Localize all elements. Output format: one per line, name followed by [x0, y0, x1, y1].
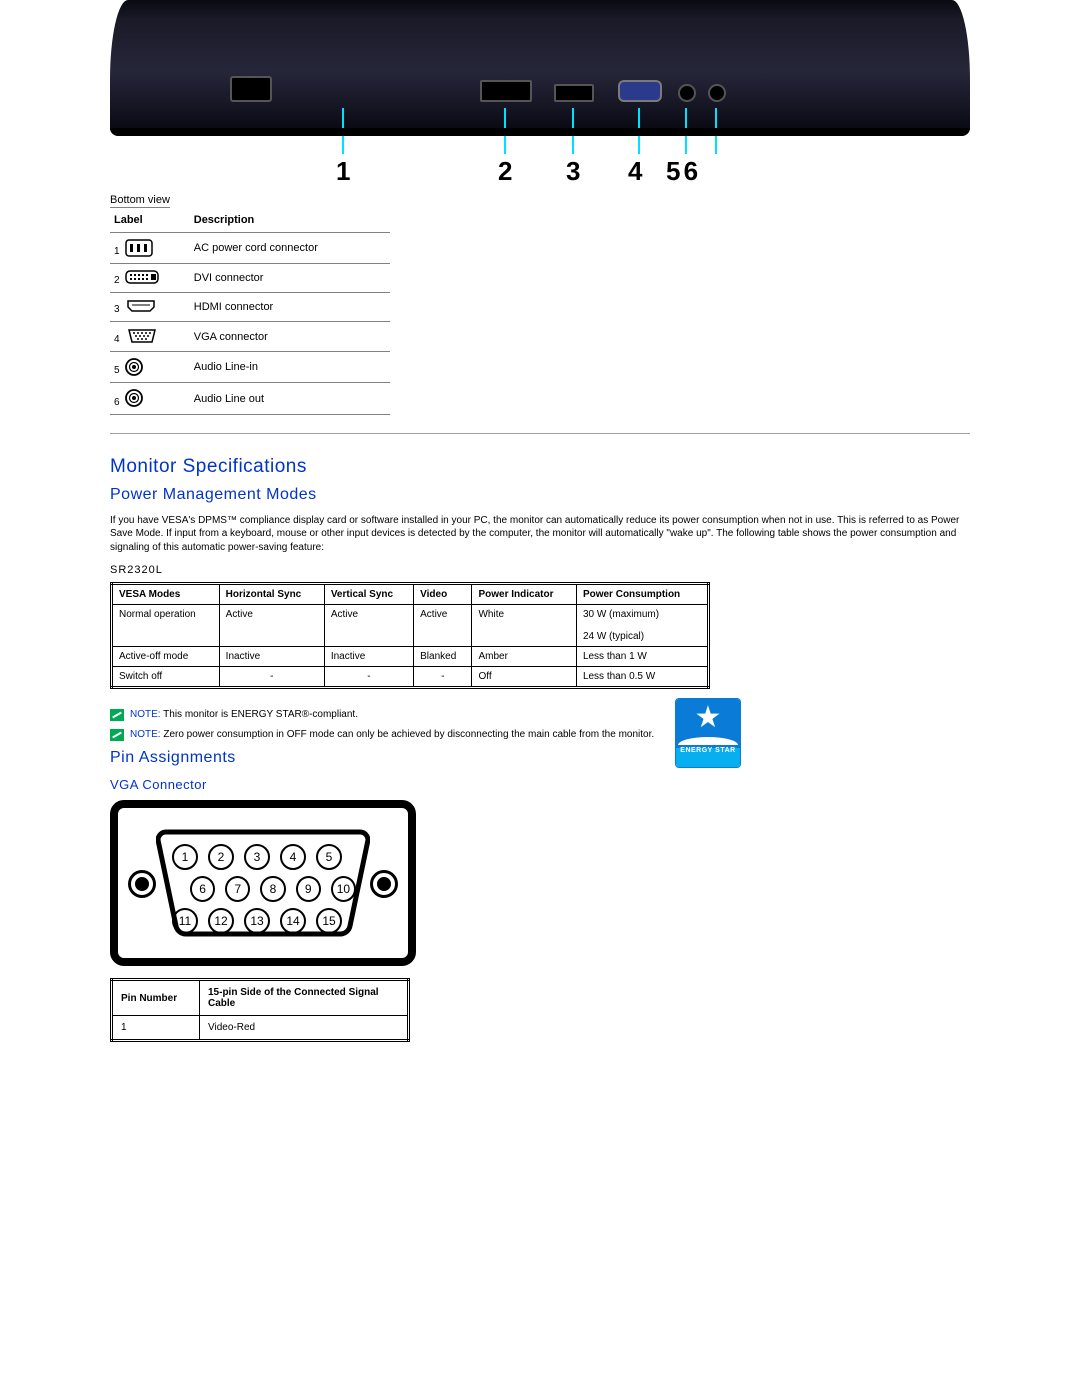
- col-desc: Description: [190, 208, 390, 233]
- energy-star-badge: ★ ENERGY STAR: [676, 699, 740, 767]
- power-body-text: If you have VESA's DPMS™ compliance disp…: [110, 514, 970, 555]
- label-3: 3: [566, 156, 580, 187]
- note-icon: [110, 709, 124, 721]
- hdmi-icon: [125, 299, 157, 313]
- label-2: 2: [498, 156, 512, 187]
- port-vga: [618, 80, 662, 102]
- label-4: 4: [628, 156, 642, 187]
- port-audio-in: [678, 84, 696, 102]
- note-2: NOTE: Zero power consumption in OFF mode…: [130, 729, 654, 740]
- bottom-view-caption: Bottom view: [110, 194, 170, 208]
- model-number: SR2320L: [110, 564, 970, 576]
- port-audio-out: [708, 84, 726, 102]
- audio-in-icon: [125, 358, 143, 376]
- port-dvi: [480, 80, 532, 102]
- audio-out-icon: [125, 389, 143, 407]
- vga-pin-table: Pin Number 15-pin Side of the Connected …: [110, 978, 410, 1042]
- col-label: Label: [110, 208, 190, 233]
- label-1: 1: [336, 156, 350, 187]
- power-table: VESA Modes Horizontal Sync Vertical Sync…: [110, 582, 710, 689]
- monitor-bottom-photo: [110, 0, 970, 130]
- monitor-spec-heading: Monitor Specifications: [110, 456, 970, 478]
- note-icon: [110, 729, 124, 741]
- dvi-icon: [125, 270, 159, 284]
- vga-icon: [125, 328, 159, 344]
- port-ac: [230, 76, 272, 102]
- bottom-view-table: Label Description 1 AC power cord connec…: [110, 208, 390, 415]
- vga-connector-diagram: 1 2 3 4 5 6 7 8 9 10 11 12 13 14 15: [110, 800, 416, 966]
- port-hdmi: [554, 84, 594, 102]
- port-number-labels: 1 2 3 4 5 6: [110, 130, 970, 190]
- ac-icon: [125, 239, 153, 257]
- note-1: NOTE: This monitor is ENERGY STAR®-compl…: [130, 709, 358, 720]
- label-56: 5 6: [666, 156, 696, 187]
- power-mgmt-heading: Power Management Modes: [110, 486, 970, 504]
- pin-assignments-heading: Pin Assignments: [110, 749, 970, 767]
- vga-connector-heading: VGA Connector: [110, 777, 970, 792]
